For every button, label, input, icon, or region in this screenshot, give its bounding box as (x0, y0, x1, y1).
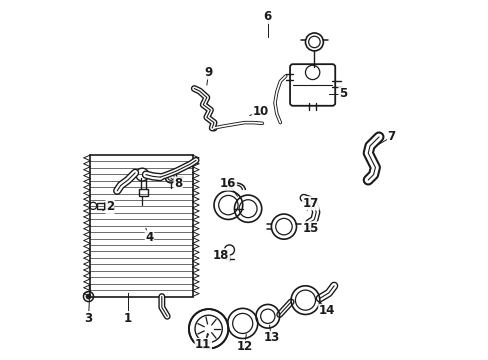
FancyBboxPatch shape (289, 64, 335, 106)
Bar (97, 203, 104, 209)
Text: 5: 5 (338, 87, 346, 100)
Text: 3: 3 (84, 311, 92, 325)
Text: 11: 11 (195, 338, 211, 351)
Text: 2: 2 (106, 201, 114, 213)
Bar (139, 189, 147, 196)
Text: 4: 4 (145, 231, 153, 244)
Text: 6: 6 (263, 10, 271, 23)
Text: 7: 7 (386, 130, 395, 144)
Text: 16: 16 (220, 177, 236, 190)
Text: 8: 8 (174, 177, 182, 190)
Text: 17: 17 (302, 197, 318, 210)
Circle shape (86, 294, 91, 299)
Text: 12: 12 (236, 340, 252, 353)
Text: 1: 1 (123, 311, 132, 325)
Text: 13: 13 (263, 331, 279, 344)
Text: 18: 18 (213, 249, 229, 262)
Text: 10: 10 (252, 105, 268, 118)
Text: 14: 14 (318, 305, 334, 318)
Text: 9: 9 (204, 66, 212, 79)
Bar (90, 155, 192, 297)
Text: 15: 15 (302, 222, 318, 235)
